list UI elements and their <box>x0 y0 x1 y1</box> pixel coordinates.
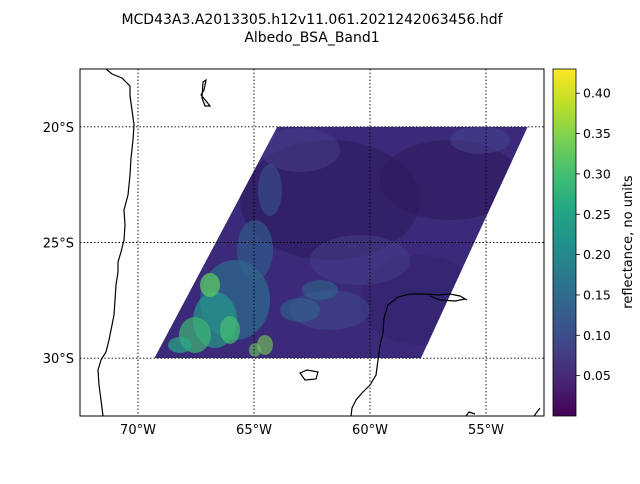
swath-texture <box>168 126 520 357</box>
colorbar-gradient <box>552 68 577 417</box>
longitude-labels: 70°W 65°W 60°W 55°W <box>120 423 504 438</box>
colorbar-tick-label: 0.20 <box>583 247 611 262</box>
longitude-label: 55°W <box>468 423 504 438</box>
longitude-label: 70°W <box>120 423 156 438</box>
colorbar-ticks: 0.05 0.10 0.15 0.20 0.25 0.30 0.35 0.40 <box>576 86 611 383</box>
east-coast-fragment <box>465 411 476 416</box>
longitude-label: 60°W <box>352 423 388 438</box>
river-delta <box>429 295 466 302</box>
albedo-swath <box>154 126 528 359</box>
gridlines <box>80 69 544 416</box>
colorbar-tick-label: 0.25 <box>583 207 611 222</box>
colorbar-label: reflectance, no units <box>621 175 636 309</box>
title-line-1: MCD43A3.A2013305.h12v11.061.202124206345… <box>121 12 503 28</box>
latitude-label: 20°S <box>43 121 74 136</box>
lake <box>299 369 319 381</box>
colorbar-tick-label: 0.15 <box>583 287 611 302</box>
latitude-labels: 20°S 25°S 30°S <box>43 121 74 367</box>
latitude-label: 25°S <box>43 237 74 252</box>
title-line-2: Albedo_BSA_Band1 <box>244 30 379 46</box>
colorbar-tick-label: 0.30 <box>583 166 611 181</box>
colorbar-tick-label: 0.10 <box>583 328 611 343</box>
map-axes <box>79 68 545 417</box>
colorbar-tick-label: 0.40 <box>583 86 611 101</box>
latitude-label: 30°S <box>43 352 74 367</box>
island-north <box>200 78 212 107</box>
parana-estuary <box>350 293 468 416</box>
southeast-fragment <box>533 407 541 416</box>
coastlines <box>97 69 541 416</box>
colorbar-tick-label: 0.05 <box>583 368 611 383</box>
map-frame <box>79 68 545 417</box>
colorbar: 0.05 0.10 0.15 0.20 0.25 0.30 0.35 0.40 reflect… <box>552 68 636 417</box>
colorbar-tick-label: 0.35 <box>583 126 611 141</box>
chile-coastline <box>97 69 135 416</box>
longitude-label: 65°W <box>236 423 272 438</box>
